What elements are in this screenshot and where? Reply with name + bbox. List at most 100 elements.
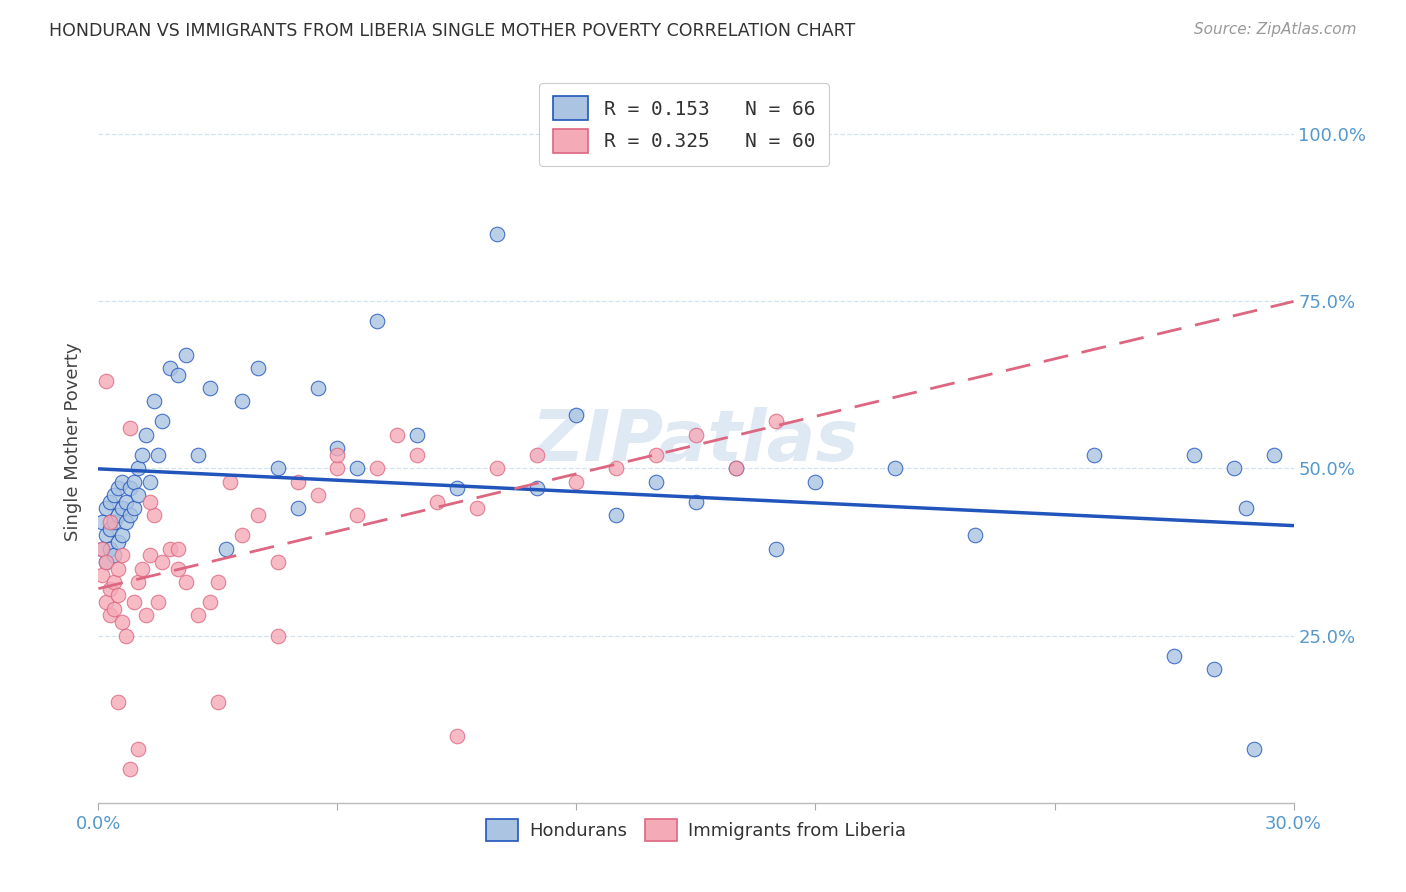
Point [465,501,488,516]
Point [107,696,129,710]
Point [307,488,329,502]
Point [127,461,149,475]
Point [307,381,329,395]
Point [111,548,134,563]
Point [526,448,548,462]
Point [406,427,429,442]
Point [107,589,129,603]
Point [150,555,173,569]
Point [120,762,142,776]
Point [485,461,508,475]
Point [135,608,157,623]
Point [174,575,197,590]
Point [267,628,290,642]
Point [111,475,134,489]
Point [107,482,129,496]
Point [198,595,221,609]
Point [645,475,668,489]
Point [91,568,114,582]
Point [187,608,209,623]
Point [91,541,114,556]
Point [111,528,134,542]
Point [724,461,747,475]
Point [326,442,349,455]
Point [605,461,627,475]
Point [765,414,787,429]
Point [804,475,827,489]
Point [963,528,986,542]
Point [685,494,707,508]
Point [139,494,162,508]
Text: HONDURAN VS IMMIGRANTS FROM LIBERIA SINGLE MOTHER POVERTY CORRELATION CHART: HONDURAN VS IMMIGRANTS FROM LIBERIA SING… [49,22,855,40]
Point [446,482,468,496]
Text: ZIPatlas: ZIPatlas [533,407,859,476]
Point [215,541,238,556]
Point [98,541,122,556]
Point [96,375,118,389]
Point [96,555,118,569]
Point [96,555,118,569]
Point [267,461,290,475]
Point [111,501,134,516]
Point [127,575,149,590]
Point [207,575,229,590]
Point [231,394,253,409]
Point [103,602,125,616]
Point [98,515,122,529]
Point [765,541,787,556]
Point [124,501,146,516]
Point [103,575,125,590]
Point [426,494,449,508]
Point [565,408,588,422]
Text: Source: ZipAtlas.com: Source: ZipAtlas.com [1194,22,1357,37]
Point [1234,501,1257,516]
Point [187,448,209,462]
Point [98,608,122,623]
Point [167,541,190,556]
Point [207,696,229,710]
Point [346,461,368,475]
Legend: Hondurans, Immigrants from Liberia: Hondurans, Immigrants from Liberia [478,812,914,848]
Point [366,461,388,475]
Point [884,461,907,475]
Point [120,482,142,496]
Point [446,729,468,743]
Point [120,421,142,435]
Point [124,475,146,489]
Point [1243,742,1265,756]
Point [385,427,409,442]
Point [96,501,118,516]
Point [174,348,197,362]
Point [287,501,309,516]
Point [148,448,170,462]
Point [111,615,134,630]
Point [159,361,181,376]
Point [246,361,269,376]
Point [96,528,118,542]
Point [1202,662,1225,676]
Point [645,448,668,462]
Point [150,414,173,429]
Point [159,541,181,556]
Point [231,528,253,542]
Point [565,475,588,489]
Point [127,488,149,502]
Point [267,555,290,569]
Point [219,475,242,489]
Point [685,427,707,442]
Point [198,381,221,395]
Point [287,475,309,489]
Point [124,595,146,609]
Point [91,541,114,556]
Point [107,534,129,549]
Point [605,508,627,523]
Point [1263,448,1285,462]
Point [131,448,153,462]
Point [143,508,166,523]
Point [98,494,122,508]
Point [103,515,125,529]
Point [406,448,429,462]
Point [139,548,162,563]
Point [1182,448,1205,462]
Point [485,227,508,242]
